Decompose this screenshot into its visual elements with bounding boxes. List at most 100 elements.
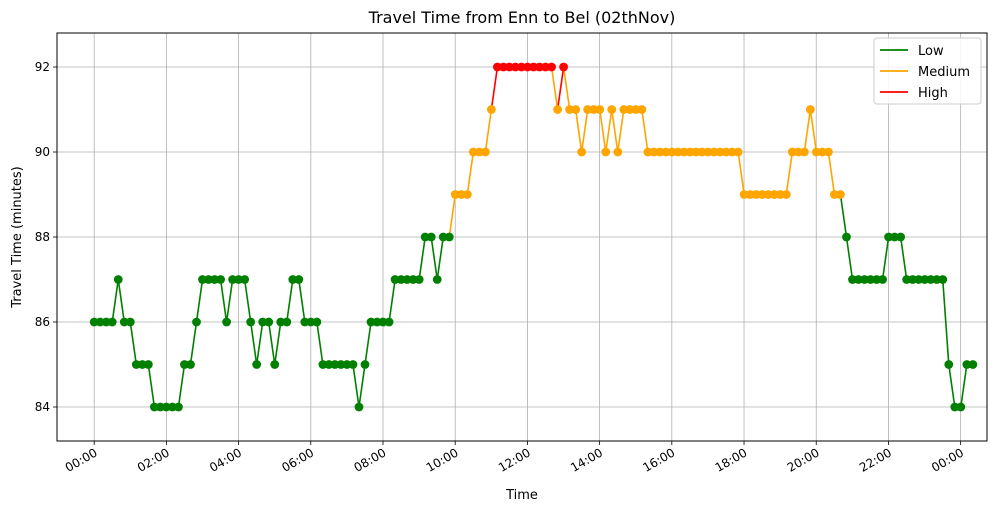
data-point-low xyxy=(89,317,99,327)
data-point-low xyxy=(842,232,851,242)
series-segment xyxy=(484,108,493,153)
data-point-medium xyxy=(619,105,629,114)
data-point-low xyxy=(866,275,875,284)
y-tick-label: 86 xyxy=(35,315,50,329)
data-point-medium xyxy=(661,147,671,157)
data-point-low xyxy=(438,232,448,242)
series-segment xyxy=(117,278,126,323)
series-segment xyxy=(352,363,360,408)
data-point-low xyxy=(878,275,887,284)
data-point-low xyxy=(324,360,334,369)
data-point-medium xyxy=(805,105,815,114)
data-point-medium xyxy=(480,147,490,157)
series-segment xyxy=(243,278,252,323)
data-point-low xyxy=(131,360,141,369)
data-point-medium xyxy=(787,147,797,157)
data-point-medium xyxy=(450,190,460,199)
series-segment xyxy=(580,108,589,153)
series-segment xyxy=(737,151,745,196)
data-point-low xyxy=(354,402,364,412)
series-markers xyxy=(89,62,978,412)
data-point-high xyxy=(541,62,550,72)
legend-box xyxy=(873,37,982,105)
y-tick-label: 90 xyxy=(35,145,50,159)
data-point-medium xyxy=(583,105,593,114)
y-tick-label: 84 xyxy=(35,400,50,414)
series-segment xyxy=(845,236,854,281)
data-point-low xyxy=(336,360,346,369)
series-segment xyxy=(899,236,908,281)
data-point-low xyxy=(884,232,893,242)
data-point-medium xyxy=(817,147,827,157)
data-point-medium xyxy=(781,190,791,199)
series-segment xyxy=(225,278,234,323)
data-point-high xyxy=(505,62,514,72)
data-point-low xyxy=(198,275,207,284)
data-point-low xyxy=(962,360,972,369)
data-point-low xyxy=(264,317,274,327)
y-axis-label: Travel Time (minutes) xyxy=(10,166,25,309)
data-point-low xyxy=(312,317,322,327)
data-point-high xyxy=(559,62,569,72)
series-segment xyxy=(147,363,156,408)
data-point-low xyxy=(137,360,147,369)
data-point-high xyxy=(517,62,526,72)
data-point-low xyxy=(396,275,406,284)
data-point-low xyxy=(113,275,123,284)
data-point-low xyxy=(366,317,376,327)
series-segment xyxy=(316,321,324,366)
data-point-low xyxy=(216,275,225,284)
data-point-medium xyxy=(824,147,833,157)
data-point-low xyxy=(920,275,930,284)
series-segment xyxy=(881,236,890,281)
data-point-low xyxy=(902,275,912,284)
series-segment xyxy=(610,108,619,153)
data-point-low xyxy=(318,360,328,369)
series-segment xyxy=(436,236,445,281)
data-point-high xyxy=(535,62,544,72)
legend-label-low: Low xyxy=(918,44,944,59)
data-point-low xyxy=(168,402,177,412)
data-point-medium xyxy=(631,105,641,114)
series-segment xyxy=(267,321,276,366)
chart-title: Travel Time from Enn to Bel (02thNov) xyxy=(368,8,676,27)
data-point-low xyxy=(101,317,111,327)
data-point-medium xyxy=(757,190,767,199)
data-point-low xyxy=(222,317,231,327)
data-point-low xyxy=(432,275,442,284)
data-point-high xyxy=(523,62,532,72)
data-point-medium xyxy=(733,147,743,157)
data-point-medium xyxy=(462,190,472,199)
data-point-medium xyxy=(468,147,478,157)
data-point-medium xyxy=(679,147,689,157)
data-point-medium xyxy=(601,147,611,157)
data-point-low xyxy=(95,317,105,327)
series-segment xyxy=(839,193,848,238)
data-point-low xyxy=(408,275,418,284)
legend: Low Medium High xyxy=(873,37,982,105)
data-point-medium xyxy=(775,190,785,199)
data-point-low xyxy=(240,275,250,284)
series-segment xyxy=(556,66,565,111)
series-segment xyxy=(298,278,306,323)
data-point-low xyxy=(944,360,954,369)
data-point-low xyxy=(914,275,924,284)
series-segment xyxy=(550,66,559,111)
series-segment xyxy=(418,236,426,281)
data-point-low xyxy=(234,275,244,284)
data-point-low xyxy=(848,275,857,284)
data-point-medium xyxy=(649,147,659,157)
data-point-low xyxy=(192,317,201,327)
data-point-low xyxy=(372,317,382,327)
data-point-low xyxy=(414,275,424,284)
data-point-low xyxy=(204,275,213,284)
y-tick-label: 88 xyxy=(35,230,50,244)
data-point-low xyxy=(294,275,304,284)
series-segment xyxy=(616,108,625,153)
data-point-low xyxy=(860,275,869,284)
data-point-low xyxy=(228,275,238,284)
series-segment xyxy=(448,193,457,238)
data-point-high xyxy=(499,62,508,72)
data-point-high xyxy=(529,62,538,72)
series-segment xyxy=(195,278,204,323)
